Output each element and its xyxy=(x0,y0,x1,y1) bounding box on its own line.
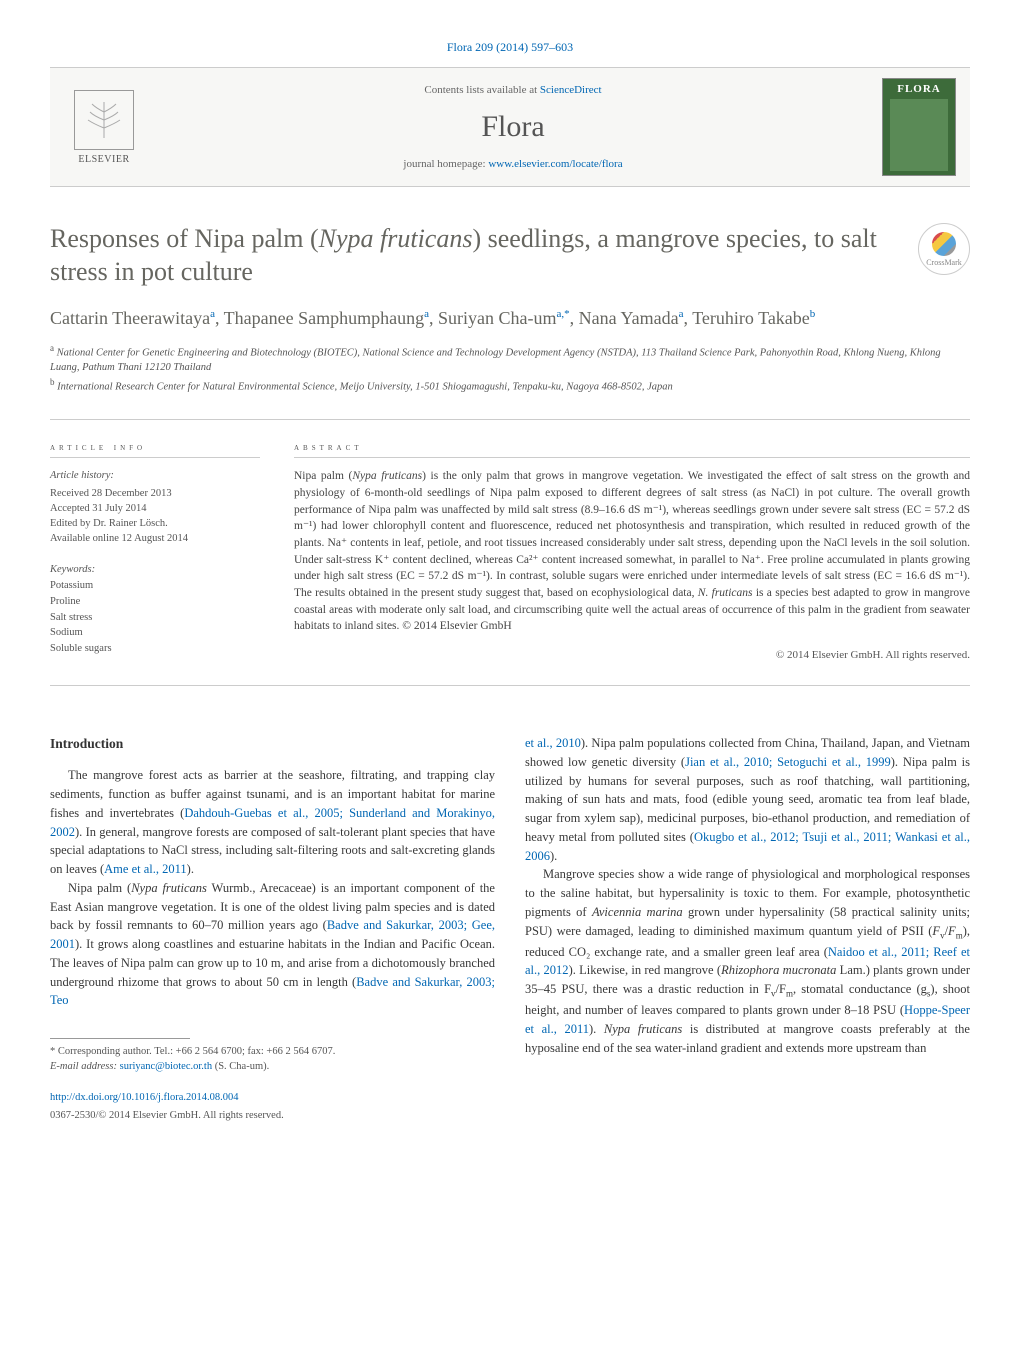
accepted-date: Accepted 31 July 2014 xyxy=(50,501,260,516)
crossmark-icon xyxy=(932,232,956,256)
affiliation-a: National Center for Genetic Engineering … xyxy=(50,348,941,374)
history-label: Article history: xyxy=(50,468,260,483)
footnote-divider xyxy=(50,1038,190,1039)
affil-b-sup: b xyxy=(50,377,55,387)
email-who: (S. Cha-um). xyxy=(212,1061,269,1072)
header-citation: Flora 209 (2014) 597–603 xyxy=(50,40,970,55)
homepage-prefix: journal homepage: xyxy=(403,158,488,170)
author-3-affil: a,* xyxy=(557,308,570,320)
journal-name: Flora xyxy=(144,110,882,144)
keywords-block: Keywords: Potassium Proline Salt stress … xyxy=(50,562,260,657)
keyword-4: Sodium xyxy=(50,625,260,641)
ref-jian[interactable]: Jian et al., 2010; Setoguchi et al., 199… xyxy=(685,755,891,769)
keyword-3: Salt stress xyxy=(50,610,260,626)
fm-sym: F xyxy=(948,924,956,938)
r2-d: ). Likewise, in red mangrove ( xyxy=(569,963,722,977)
keyword-2: Proline xyxy=(50,594,260,610)
journal-homepage-line: journal homepage: www.elsevier.com/locat… xyxy=(144,158,882,170)
authors-line: Cattarin Theerawitayaa, Thapanee Samphum… xyxy=(50,306,970,330)
intro-para-2: Nipa palm (Nypa fruticans Wurmb., Arecac… xyxy=(50,879,495,1010)
abs-p1: Nipa palm ( xyxy=(294,470,352,482)
author-3: , Suriyan Cha-um xyxy=(429,308,557,328)
crossmark-badge[interactable]: CrossMark xyxy=(918,223,970,275)
r2-rhizophora: Rhizophora mucronata xyxy=(721,963,836,977)
right-column: et al., 2010). Nipa palm populations col… xyxy=(525,734,970,1124)
divider-top xyxy=(50,419,970,420)
abstract-heading: abstract xyxy=(294,442,970,458)
journal-homepage-link[interactable]: www.elsevier.com/locate/flora xyxy=(488,158,622,170)
journal-cover-thumbnail: FLORA xyxy=(882,78,956,176)
issn-copyright: 0367-2530/© 2014 Elsevier GmbH. All righ… xyxy=(50,1108,495,1124)
ref-teo-cont[interactable]: et al., 2010 xyxy=(525,736,581,750)
author-2: , Thapanee Samphumphaung xyxy=(215,308,424,328)
online-date: Available online 12 August 2014 xyxy=(50,531,260,546)
affiliations: a National Center for Genetic Engineerin… xyxy=(50,342,970,395)
author-1: Cattarin Theerawitaya xyxy=(50,308,210,328)
received-date: Received 28 December 2013 xyxy=(50,486,260,501)
p1-c: ). xyxy=(187,862,194,876)
author-4: , Nana Yamada xyxy=(570,308,679,328)
elsevier-publisher-label: ELSEVIER xyxy=(78,154,129,165)
r2-i: ). xyxy=(589,1022,604,1036)
affiliation-b: International Research Center for Natura… xyxy=(57,382,673,393)
author-5: , Teruhiro Takabe xyxy=(684,308,810,328)
fm2-sub: m xyxy=(786,989,793,999)
intro-para-1: The mangrove forest acts as barrier at t… xyxy=(50,766,495,879)
edited-by: Edited by Dr. Rainer Lösch. xyxy=(50,516,260,531)
contents-lists-line: Contents lists available at ScienceDirec… xyxy=(144,84,882,96)
p2-a: Nipa palm ( xyxy=(68,881,131,895)
journal-cover-image xyxy=(890,99,948,171)
author-5-affil: b xyxy=(810,308,816,320)
right-para-2: Mangrove species show a wide range of ph… xyxy=(525,865,970,1057)
title-part1: Responses of Nipa palm ( xyxy=(50,224,319,253)
sciencedirect-link[interactable]: ScienceDirect xyxy=(540,84,602,96)
elsevier-tree-icon xyxy=(74,90,134,150)
r1-c: ). xyxy=(550,849,557,863)
journal-cover-title: FLORA xyxy=(897,83,941,95)
abs-i1: Nypa fruticans xyxy=(352,470,422,482)
title-italic-species: Nypa fruticans xyxy=(319,224,473,253)
doi-link[interactable]: http://dx.doi.org/10.1016/j.flora.2014.0… xyxy=(50,1092,239,1103)
crossmark-label: CrossMark xyxy=(926,258,962,267)
article-history-block: Article history: Received 28 December 20… xyxy=(50,468,260,546)
r2-nypa: Nypa fruticans xyxy=(604,1022,682,1036)
abs-i2: N. fruticans xyxy=(698,587,753,599)
r2-g: , stomatal conductance (g xyxy=(793,982,927,996)
journal-header-bar: ELSEVIER Contents lists available at Sci… xyxy=(50,67,970,187)
email-label: E-mail address: xyxy=(50,1061,120,1072)
doi-line: http://dx.doi.org/10.1016/j.flora.2014.0… xyxy=(50,1090,495,1106)
abs-p2: ) is the only palm that grows in mangrov… xyxy=(294,470,970,599)
r2-avicennia: Avicennia marina xyxy=(592,905,683,919)
corr-phone: * Corresponding author. Tel.: +66 2 564 … xyxy=(50,1045,495,1060)
contents-prefix: Contents lists available at xyxy=(424,84,539,96)
article-title: Responses of Nipa palm (Nypa fruticans) … xyxy=(50,223,898,288)
keywords-label: Keywords: xyxy=(50,564,95,575)
ref-ame[interactable]: Ame et al., 2011 xyxy=(104,862,187,876)
corresponding-author-note: * Corresponding author. Tel.: +66 2 564 … xyxy=(50,1045,495,1074)
affil-a-sup: a xyxy=(50,343,54,353)
keyword-5: Soluble sugars xyxy=(50,641,260,657)
right-para-1: et al., 2010). Nipa palm populations col… xyxy=(525,734,970,865)
article-info-heading: article info xyxy=(50,442,260,458)
corr-email-link[interactable]: suriyanc@biotec.or.th xyxy=(120,1061,212,1072)
r2-f: /F xyxy=(776,982,786,996)
p2-species: Nypa fruticans xyxy=(131,881,207,895)
keyword-1: Potassium xyxy=(50,578,260,594)
introduction-heading: Introduction xyxy=(50,734,495,754)
left-column: Introduction The mangrove forest acts as… xyxy=(50,734,495,1124)
abstract-text: Nipa palm (Nypa fruticans) is the only p… xyxy=(294,468,970,635)
abstract-copyright: © 2014 Elsevier GmbH. All rights reserve… xyxy=(294,649,970,661)
elsevier-logo: ELSEVIER xyxy=(64,82,144,172)
fv-sym: F xyxy=(932,924,940,938)
fm-sub: m xyxy=(956,930,963,940)
divider-mid xyxy=(50,685,970,686)
